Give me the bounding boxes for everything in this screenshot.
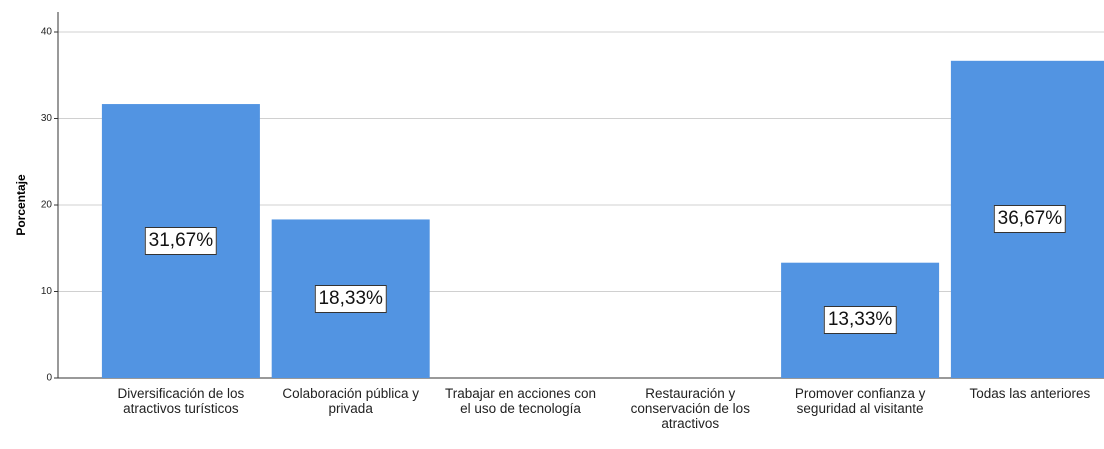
value-label: 36,67% xyxy=(993,205,1067,234)
y-tick-label: 30 xyxy=(41,113,53,124)
x-tick-label: Restauración y conservación de los atrac… xyxy=(630,386,750,431)
x-tick-label: Todas las anteriores xyxy=(969,386,1091,401)
value-label: 18,33% xyxy=(314,284,387,313)
y-tick-label: 20 xyxy=(41,200,53,211)
value-label: 31,67% xyxy=(144,227,218,256)
x-tick-label: Promover confianza y seguridad al visita… xyxy=(794,386,926,416)
x-tick-label: Colaboración pública y privada xyxy=(282,386,419,416)
y-axis-label: Porcentaje xyxy=(14,174,28,236)
x-tick-label: Trabajar en acciones con el uso de tecno… xyxy=(444,386,597,416)
y-tick-label: 10 xyxy=(41,286,53,297)
x-tick-label: Diversificación de los atractivos turíst… xyxy=(117,386,245,416)
y-tick-label: 0 xyxy=(46,373,52,384)
y-tick-label: 40 xyxy=(41,27,53,38)
value-label: 13,33% xyxy=(823,306,897,335)
